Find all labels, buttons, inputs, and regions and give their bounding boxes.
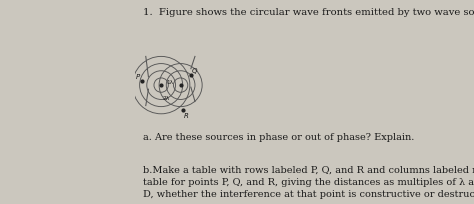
Text: R: R bbox=[183, 112, 188, 118]
Text: 2λ: 2λ bbox=[163, 95, 170, 100]
Text: b.Make a table with rows labeled P, Q, and R and columns labeled r1, r2, Δr, and: b.Make a table with rows labeled P, Q, a… bbox=[143, 165, 474, 198]
Text: Q: Q bbox=[191, 68, 197, 74]
Text: a. Are these sources in phase or out of phase? Explain.: a. Are these sources in phase or out of … bbox=[143, 133, 414, 142]
Text: P: P bbox=[136, 73, 140, 79]
Text: 1λ: 1λ bbox=[167, 79, 174, 84]
Text: 1.  Figure shows the circular wave fronts emitted by two wave sources.: 1. Figure shows the circular wave fronts… bbox=[143, 8, 474, 17]
